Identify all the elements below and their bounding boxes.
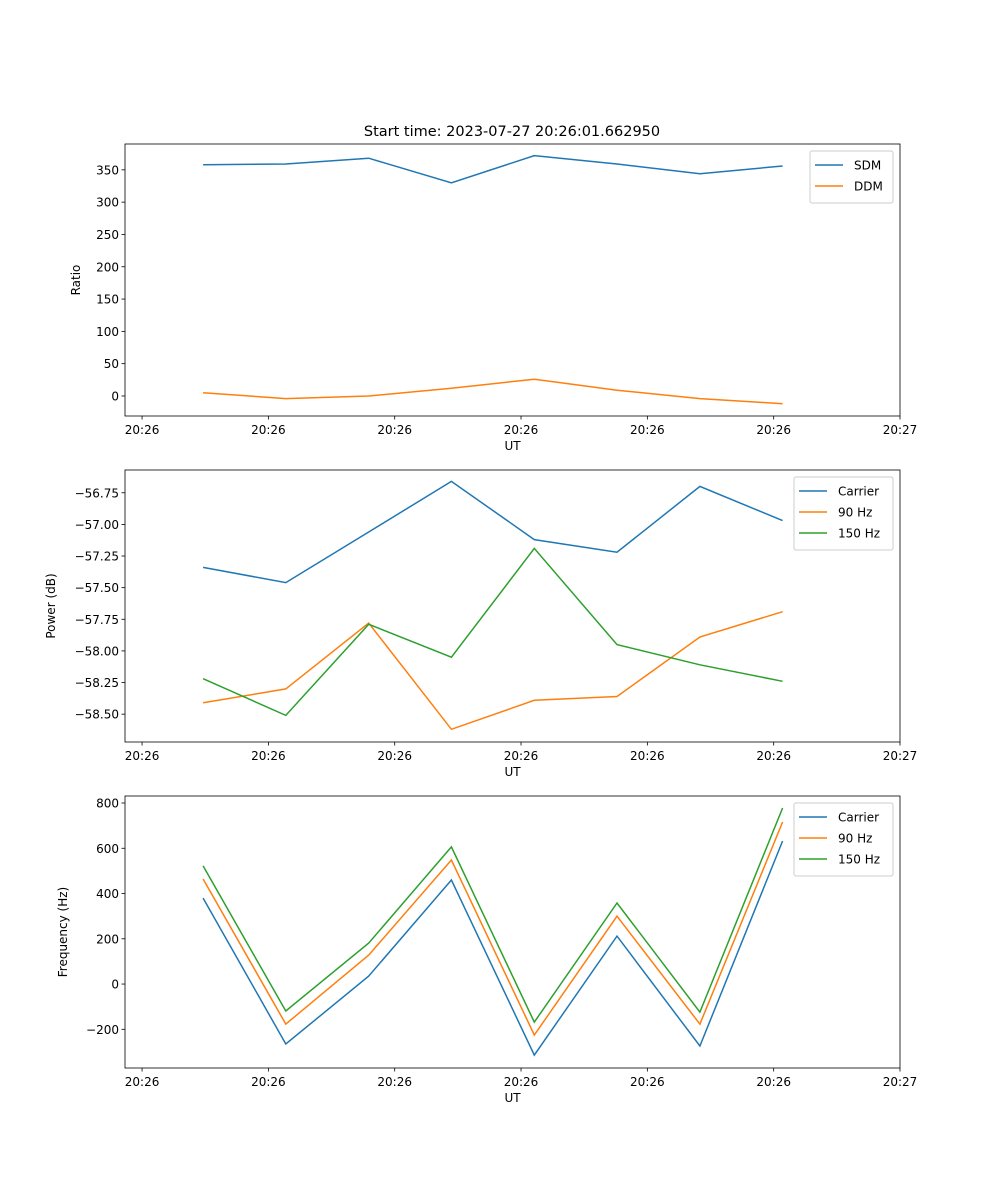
subplot-1: 20:26 20:26 20:26 20:26 20:26 20:26 20:27 0 50 10… (69, 143, 918, 453)
y-tick-label: −57.75 (75, 613, 119, 627)
y-tick-label: 0 (111, 389, 119, 403)
legend-label: 150 Hz (838, 527, 880, 541)
legend-box (809, 150, 894, 204)
y-axis-label: Power (dB) (44, 573, 58, 638)
legend-label: SDM (854, 159, 881, 173)
x-tick-label: 20:26 (630, 1075, 665, 1089)
x-tick-label: 20:26 (377, 423, 412, 437)
y-tick-label: 0 (111, 978, 119, 992)
x-tick-label: 20:26 (504, 1075, 539, 1089)
x-tick-label: 20:26 (251, 423, 286, 437)
legend-label: 90 Hz (838, 506, 872, 520)
x-tick-label: 20:26 (251, 1075, 286, 1089)
axes-frame (124, 469, 901, 743)
y-tick-label: −58.25 (75, 676, 119, 690)
x-tick-label: 20:26 (125, 423, 160, 437)
x-tick-label: 20:26 (377, 749, 412, 763)
series-line-ddm (203, 378, 783, 405)
y-tick-label: −200 (86, 1023, 119, 1037)
y-tick-label: 400 (96, 887, 119, 901)
chart-title: Start time: 2023-07-27 20:26:01.662950 (364, 124, 660, 140)
axes-frame (124, 795, 901, 1069)
legend: Carrier 90 Hz 150 Hz (793, 802, 894, 877)
legend-label: Carrier (838, 485, 879, 499)
y-tick-label: 350 (96, 163, 119, 177)
x-tick-label: 20:26 (756, 423, 791, 437)
x-tick-label: 20:26 (125, 749, 160, 763)
x-tick-label: 20:26 (251, 749, 286, 763)
y-tick-label: 600 (96, 842, 119, 856)
y-tick-label: 100 (96, 325, 119, 339)
y-tick-label: −58.50 (75, 708, 119, 722)
x-tick-label: 20:26 (504, 749, 539, 763)
y-axis-label: Frequency (Hz) (56, 887, 70, 978)
y-tick-label: −58.00 (75, 644, 119, 658)
y-tick-label: 800 (96, 797, 119, 811)
legend-box (793, 802, 894, 877)
legend-label: Carrier (838, 811, 879, 825)
series-line-150-hz (202, 807, 784, 1024)
legend-label: 90 Hz (838, 832, 872, 846)
y-tick-label: −56.75 (75, 486, 119, 500)
x-tick-label: 20:26 (125, 1075, 160, 1089)
x-tick-label: 20:26 (756, 1075, 791, 1089)
legend-label: DDM (854, 180, 883, 194)
axes-frame (124, 143, 901, 417)
x-tick-label: 20:27 (883, 1075, 918, 1089)
y-tick-label: −57.50 (75, 581, 119, 595)
legend: SDM DDM (809, 150, 894, 204)
legend: Carrier 90 Hz 150 Hz (793, 476, 894, 551)
x-tick-label: 20:27 (883, 423, 918, 437)
y-tick-label: 200 (96, 932, 119, 946)
y-tick-label: −57.00 (75, 518, 119, 532)
x-tick-label: 20:27 (883, 749, 918, 763)
x-tick-label: 20:26 (756, 749, 791, 763)
x-tick-label: 20:26 (630, 423, 665, 437)
series-line-150-hz (202, 547, 783, 717)
series-line-carrier (202, 840, 784, 1057)
y-tick-label: 50 (104, 357, 119, 371)
x-tick-label: 20:26 (504, 423, 539, 437)
series-line-sdm (203, 154, 783, 184)
legend-label: 150 Hz (838, 853, 880, 867)
x-axis-label: UT (504, 439, 521, 453)
series-line-90-hz (202, 610, 783, 731)
y-tick-label: 300 (96, 196, 119, 210)
y-tick-label: −57.25 (75, 550, 119, 564)
y-tick-label: 150 (96, 293, 119, 307)
series-line-90-hz (202, 821, 784, 1037)
y-axis-label: Ratio (69, 265, 83, 296)
y-tick-label: 250 (96, 228, 119, 242)
subplot-3: 20:26 20:26 20:26 20:26 20:26 20:26 20:27 −200 0… (56, 795, 918, 1105)
x-axis-label: UT (504, 1091, 521, 1105)
x-tick-label: 20:26 (377, 1075, 412, 1089)
x-tick-label: 20:26 (630, 749, 665, 763)
y-tick-label: 200 (96, 260, 119, 274)
x-axis-label: UT (504, 765, 521, 779)
legend-box (793, 476, 894, 551)
series-line-carrier (202, 480, 783, 584)
subplot-2: 20:26 20:26 20:26 20:26 20:26 20:26 20:27 −58.5… (44, 469, 918, 779)
